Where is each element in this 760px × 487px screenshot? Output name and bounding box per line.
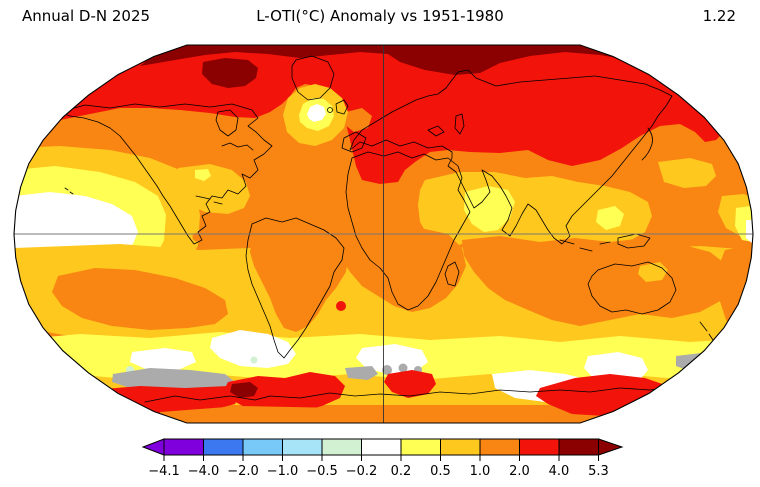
- arctic-dark-red: [140, 45, 670, 88]
- south-america-orange: [250, 232, 348, 332]
- robinson-outline: [13, 44, 754, 424]
- colorbar-cell: [321, 438, 362, 456]
- cape-horn-white-patch: [210, 330, 296, 368]
- anomaly-colorbar: −4.1 −4.0 −2.0 −1.0 −0.5 −0.2 0.2 0.5 1.…: [141, 438, 624, 479]
- colorbar-tick-label: −0.5: [306, 464, 338, 479]
- colorbar-cell: [558, 438, 599, 456]
- colorbar-cell: [440, 438, 481, 456]
- sea-pale-yellow: [596, 206, 624, 230]
- hudson-bay: [215, 109, 239, 137]
- colorbar-tick-label: 0.2: [391, 464, 412, 479]
- hawaii-specks: [64, 187, 74, 195]
- colorbar-ticks: [163, 455, 599, 461]
- australia-coast: [587, 261, 677, 315]
- colorbar-cell: [282, 438, 323, 456]
- north-america-coast: [59, 103, 273, 245]
- west-pacific-gold-patches: [658, 158, 753, 244]
- colorbar-cell: [400, 438, 441, 456]
- colorbar-tick-label: 0.5: [430, 464, 451, 479]
- colorbar-tick-label: −4.1: [148, 464, 180, 479]
- great-lakes: [221, 142, 254, 151]
- japan-arc: [641, 127, 653, 161]
- colorbar-tick-label: 5.3: [588, 464, 609, 479]
- black-sea: [427, 125, 445, 137]
- colorbar-tick-label: 1.0: [470, 464, 491, 479]
- map-main-title: L-OTI(°C) Anomaly vs 1951-1980: [256, 7, 504, 25]
- madagascar: [444, 261, 460, 287]
- colorbar-tick-label: −0.2: [346, 464, 378, 479]
- british-isles: [335, 99, 349, 115]
- colorbar-cell: [479, 438, 520, 456]
- colorbar-cell: [163, 438, 204, 456]
- graticule: [14, 45, 753, 423]
- eurasia-coast: [349, 69, 673, 245]
- indonesia: [559, 239, 611, 252]
- india-pale-yellow: [464, 186, 515, 232]
- colorbar-cell: [519, 438, 560, 456]
- colorbar-tick-labels: −4.1 −4.0 −2.0 −1.0 −0.5 −0.2 0.2 0.5 1.…: [148, 464, 609, 479]
- south-america-coast: [245, 217, 345, 359]
- north-atlantic-warming-hole: [283, 84, 348, 146]
- colorbar-extend-right-arrow: [598, 438, 624, 456]
- antarctic-dark-red-spot: [230, 382, 258, 398]
- south-asia-gold-band: [418, 172, 652, 258]
- colorbar-cell: [203, 438, 244, 456]
- antarctica-interior-orange: [160, 378, 753, 423]
- global-mean-anomaly-value: 1.22: [702, 7, 736, 25]
- greenland-coast: [291, 55, 335, 101]
- cuba-hispaniola: [195, 195, 223, 205]
- colorbar-tick-label: 2.0: [509, 464, 530, 479]
- colorbar-tick-label: −2.0: [227, 464, 259, 479]
- colorbar-extend-left-arrow: [141, 438, 165, 456]
- caspian-sea: [454, 113, 465, 135]
- antarctica-coast: [144, 383, 726, 403]
- colorbar-cell: [242, 438, 283, 456]
- antarctic-red-anomalies: [90, 370, 676, 420]
- iberia-coast: [341, 131, 367, 153]
- africa-coast: [345, 151, 471, 311]
- patagonia-red-dot: [336, 301, 346, 311]
- coastlines: [59, 55, 726, 403]
- southern-africa-orange: [338, 228, 466, 312]
- colorbar-tick-label: −1.0: [267, 464, 299, 479]
- colorbar-cell: [361, 438, 402, 456]
- map-period-title: Annual D-N 2025: [22, 7, 151, 25]
- indian-ocean-australia-orange: [462, 236, 732, 326]
- caribbean-gold-patch: [178, 164, 250, 214]
- south-pacific-orange-blob: [52, 268, 228, 330]
- ireland: [327, 107, 333, 113]
- colorbar-tick-label: −4.0: [188, 464, 220, 479]
- canadian-arctic-dark-red-blob: [202, 58, 258, 88]
- east-edge-red-sliver: [744, 148, 753, 170]
- europe-orange-gap: [344, 108, 372, 132]
- east-edge-white-sliver: [746, 220, 753, 244]
- colorbar-tick-label: 4.0: [549, 464, 570, 479]
